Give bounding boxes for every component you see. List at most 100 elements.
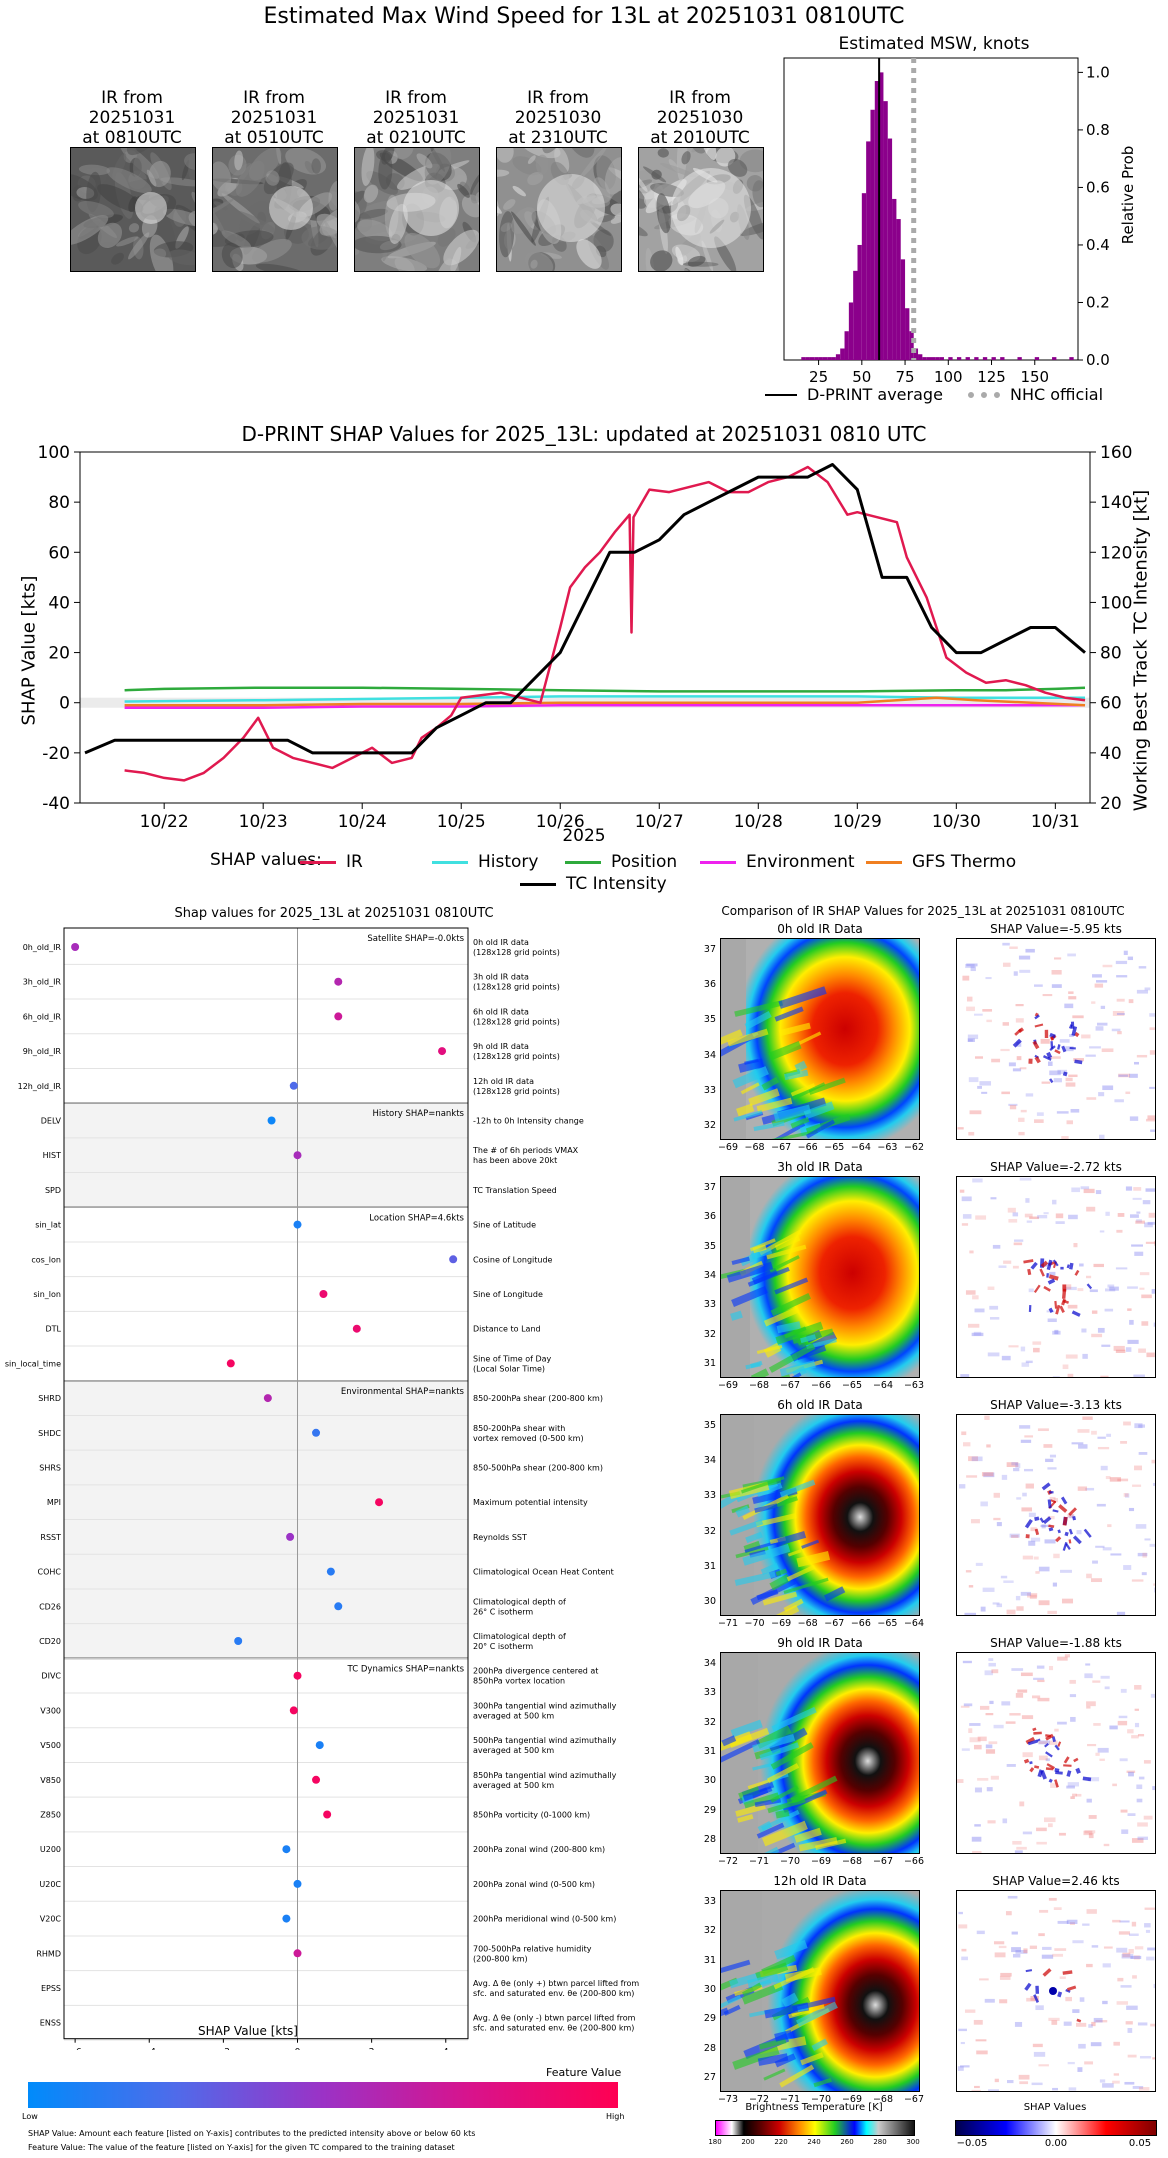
shap-point-z850 [323, 1810, 332, 1819]
feature-desc-label: 850-200hPa shear with [473, 1424, 565, 1433]
feature-desc-label: -12h to 0h Intensity change [473, 1117, 584, 1126]
feature-name-label: U20C [39, 1880, 61, 1889]
shap-heatmap-svg [959, 1415, 1155, 1615]
shap-features-x-label: SHAP Value [kts] [198, 2024, 298, 2038]
ir-thumbnail-title: IR from 20251030 at 2010UTC [650, 88, 750, 148]
feature-x-tick-label: −6 [68, 2048, 82, 2050]
msw-bar [874, 81, 880, 360]
shap-heatmap-svg [957, 942, 1155, 1139]
msw-bar [1034, 357, 1040, 360]
feature-desc-label: sfc. and saturated env. θe (200-800 km) [473, 2024, 634, 2033]
feature-name-label: 9h_old_IR [23, 1047, 62, 1056]
msw-bar [948, 357, 953, 360]
feature-x-tick-label: −2 [217, 2048, 230, 2050]
feature-desc-label: Avg. Δ θe (only -) btwn parcel lifted fr… [473, 2014, 636, 2023]
legend-label: Environment [746, 852, 855, 872]
msw-y-tick-label: 0.6 [1086, 178, 1110, 196]
feature-name-label: RHMD [36, 1949, 61, 1958]
ir-y-tick-label: 32 [703, 1328, 716, 1340]
msw-y-tick-label: 0.4 [1086, 236, 1110, 254]
ts-y2-tick-label: 20 [1100, 794, 1122, 814]
feature-name-label: sin_lon [33, 1290, 61, 1299]
ir-y-tick-label: 33 [703, 1490, 716, 1502]
ts-y2-tick-label: 120 [1100, 543, 1132, 563]
ir-row-title: 6h old IR Data [777, 1398, 863, 1412]
msw-y-label: Relative Prob [1119, 145, 1137, 245]
msw-bar [922, 357, 927, 360]
feature-name-label: ENSS [40, 2019, 61, 2028]
ts-x-tick-label: 10/25 [437, 812, 486, 832]
feature-group-bg [64, 1103, 468, 1208]
shap-row-title: SHAP Value=2.46 kts [992, 1874, 1120, 1888]
shap-ts-legend-item: TC Intensity [520, 874, 667, 894]
ir-colored-svg [721, 1177, 919, 1377]
ir-x-tick-label: −69 [771, 1618, 792, 1629]
ir-y-tick-label: 37 [703, 1182, 716, 1193]
ir-x-tick-label: −65 [824, 1142, 845, 1153]
shap-point-shdc [312, 1428, 321, 1437]
shap-colorbar-title: SHAP Values [1023, 2102, 1087, 2113]
ir-x-tick-label: −68 [748, 1380, 770, 1391]
ir-thumbnail-image [496, 147, 622, 272]
shap-ts-title: D-PRINT SHAP Values for 2025_13L: update… [241, 422, 927, 446]
ir-y-tick-label: 30 [703, 1984, 716, 1995]
msw-bar [848, 302, 854, 360]
ir-y-tick-label: 31 [703, 1954, 716, 1966]
feature-name-label: V850 [40, 1776, 61, 1785]
ir-thumbnail-title: IR from 20251031 at 0810UTC [82, 88, 182, 148]
ir-thumbnail-image [212, 147, 338, 272]
feature-desc-label: 26° C isotherm [473, 1607, 533, 1616]
ir-thumbnail-title: IR from 20251031 at 0510UTC [224, 88, 324, 148]
feature-desc-label: Distance to Land [473, 1325, 541, 1334]
ir-x-tick-label: −69 [717, 1380, 739, 1391]
feature-desc-label: (Local Solar Time) [473, 1364, 545, 1373]
series-line-history [124, 695, 1085, 703]
bt-tick-label: 260 [840, 2138, 854, 2146]
ir-y-tick-label: 32 [703, 1716, 716, 1728]
ir-x-tick-label: −67 [779, 1380, 801, 1391]
shap-point-v300 [289, 1706, 298, 1715]
ir-x-tick-label: −65 [841, 1380, 863, 1391]
feature-desc-label: 850-500hPa shear (200-800 km) [473, 1464, 603, 1473]
feature-desc-label: 0h old IR data [473, 938, 529, 947]
feature-desc-label: Climatological depth of [473, 1632, 566, 1641]
shap-features-chart: Satellite SHAP=-0.0kts History SHAP=nankt… [5, 927, 639, 2050]
feature-desc-label: 200hPa zonal wind (200-800 km) [473, 1845, 605, 1854]
shap-timeseries-chart: -40 -20 0 20 40 60 80 100 20 40 60 80 100 120 140 160 10… [38, 443, 1133, 832]
ts-x-tick-label: 10/23 [239, 812, 288, 832]
msw-bar [831, 357, 836, 360]
feature-desc-label: TC Translation Speed [472, 1186, 557, 1195]
feature-desc-label: sfc. and saturated env. θe (200-800 km) [473, 1989, 634, 1998]
msw-bar [974, 357, 979, 360]
ir-thumbnail-title: IR from 20251031 at 0210UTC [366, 88, 466, 148]
ir-thumbnail-svg [639, 148, 763, 271]
shap-tick-label: −0.05 [956, 2138, 988, 2149]
shap-point-sin-lat [293, 1220, 302, 1229]
bt-tick-label: 300 [906, 2138, 920, 2146]
ir-y-tick-label: 30 [703, 1775, 716, 1787]
ir-y-tick-label: 33 [703, 1896, 716, 1907]
shap-ts-legend-item: GFS Thermo [866, 852, 1016, 872]
feature-desc-label: Cosine of Longitude [473, 1255, 553, 1264]
msw-y-tick-label: 0.8 [1086, 121, 1110, 139]
shap-ts-y-label-left: SHAP Value [kts] [18, 575, 40, 726]
ir-compare-title: Comparison of IR SHAP Values for 2025_13… [721, 904, 1125, 918]
ir-y-tick-label: 34 [703, 1049, 716, 1061]
msw-bar [827, 357, 832, 360]
feature-group-label: History SHAP=nankts [373, 1109, 465, 1119]
ir-x-tick-label: −68 [841, 1856, 863, 1867]
ts-x-tick-label: 10/31 [1031, 812, 1080, 832]
shap-point-mpi [375, 1498, 384, 1507]
ir-thumbnail-title: IR from 20251030 at 2310UTC [508, 88, 608, 148]
msw-bar [861, 193, 867, 360]
feature-name-label: V500 [40, 1741, 61, 1750]
ts-y2-tick-label: 60 [1100, 694, 1122, 714]
ir-thumbnail-svg [213, 148, 337, 271]
ir-x-tick-label: −63 [903, 1380, 925, 1391]
feature-desc-label: 200hPa divergence centered at [473, 1667, 598, 1676]
feature-desc-label: 500hPa tangential wind azimuthally [473, 1736, 617, 1745]
feature-desc-label: (128x128 grid points) [473, 1087, 560, 1096]
shap-ts-legend-item: Position [565, 852, 677, 872]
shap-heatmap-svg [959, 1177, 1155, 1377]
ir-y-tick-label: 30 [703, 1596, 716, 1607]
